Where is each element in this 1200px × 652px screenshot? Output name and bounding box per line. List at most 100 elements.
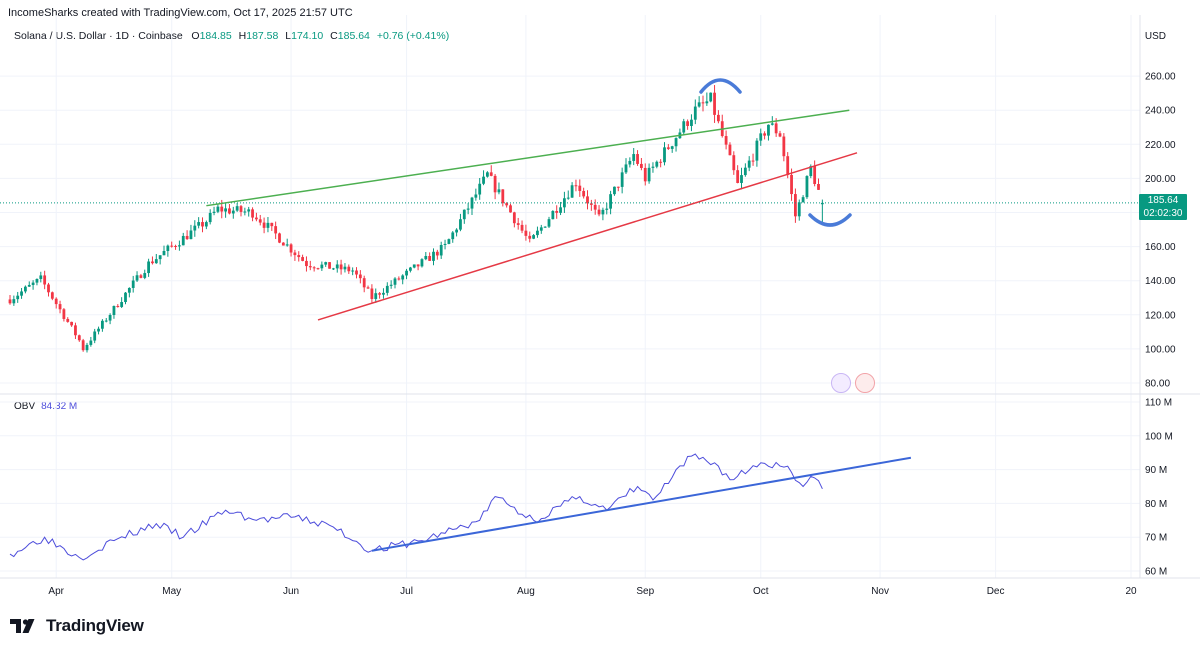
candle-body — [189, 230, 193, 240]
price-tick-label: 100.00 — [1145, 344, 1176, 355]
candle-body — [382, 292, 385, 295]
candle-body — [767, 124, 770, 136]
time-tick-label: May — [162, 586, 181, 597]
candle-body — [666, 147, 670, 149]
candle-body — [528, 235, 532, 239]
candle-body — [478, 183, 482, 195]
obv-tick-label: 60 M — [1145, 567, 1167, 578]
candle-body — [93, 331, 97, 341]
candle-body — [466, 208, 470, 210]
currency-label: USD — [1144, 31, 1166, 42]
candle-body — [374, 293, 378, 299]
time-tick-label: Sep — [636, 586, 654, 597]
candle-body — [740, 175, 743, 183]
candle-body — [486, 172, 489, 177]
candle-body — [628, 160, 632, 165]
candle-body — [393, 278, 397, 285]
time-tick-label: Dec — [987, 586, 1005, 597]
candle-body — [609, 194, 612, 209]
candle-body — [332, 268, 335, 270]
candle-body — [208, 212, 212, 223]
candle-body — [632, 154, 636, 161]
candle-body — [682, 121, 686, 133]
candle-body — [432, 251, 435, 261]
candle-body — [747, 160, 751, 168]
candle-body — [124, 292, 127, 303]
candle-body — [220, 206, 224, 212]
grid — [0, 15, 1200, 579]
price-tick-label: 120.00 — [1145, 310, 1176, 321]
candle-body — [158, 255, 162, 260]
candle-body — [397, 278, 401, 280]
candle-body — [297, 255, 301, 258]
candle-body — [35, 278, 39, 283]
candle-body — [728, 144, 732, 156]
candle-body — [655, 161, 659, 167]
candle-body — [813, 166, 817, 185]
candle-body — [308, 266, 312, 268]
candle-body — [324, 262, 328, 265]
candle-body — [39, 275, 43, 279]
candle-body — [659, 161, 663, 163]
candle-body — [439, 244, 443, 256]
obv-chart — [9, 453, 912, 561]
obv-label: OBV — [14, 401, 36, 412]
candle-body — [743, 167, 747, 176]
close-label: C — [330, 30, 338, 42]
candle-body — [343, 266, 347, 270]
candle-body — [524, 230, 528, 236]
candle-body — [755, 140, 759, 161]
candle-body — [274, 226, 278, 234]
candle-body — [370, 288, 374, 299]
candle-body — [516, 223, 520, 225]
flag-badge-icon[interactable] — [855, 373, 875, 393]
candle-body — [620, 172, 624, 187]
candle-body — [262, 222, 266, 228]
time-tick-label: Apr — [48, 586, 64, 597]
obv-tick-label: 80 M — [1145, 499, 1167, 510]
candle-body — [66, 318, 70, 322]
candle-body — [786, 156, 790, 175]
candle-body — [351, 270, 355, 272]
candle-body — [636, 154, 639, 164]
candle-body — [101, 320, 104, 329]
high-value: 187.58 — [246, 30, 279, 42]
obv-value: 84.32 M — [41, 401, 78, 412]
candle-body — [605, 208, 609, 210]
candle-body — [805, 176, 809, 198]
bar-countdown: 02:02:30 — [1143, 208, 1183, 219]
candle-body — [435, 251, 439, 256]
candle-body — [509, 205, 512, 213]
candle-body — [578, 185, 582, 191]
ideas-badge-icon[interactable] — [831, 373, 851, 393]
candle-body — [235, 206, 239, 211]
candle-body — [193, 225, 197, 231]
obv-trendline — [371, 456, 912, 552]
candle-body — [77, 335, 81, 341]
candle-body — [62, 309, 66, 319]
candle-body — [601, 209, 605, 215]
candle-body — [143, 273, 147, 278]
candle-body — [166, 245, 170, 252]
candle-body — [424, 256, 428, 260]
tradingview-wordmark: TradingView — [46, 616, 144, 635]
candle-body — [782, 136, 786, 157]
candle-body — [493, 175, 497, 193]
candle-body — [462, 209, 466, 220]
candle-body — [50, 292, 54, 299]
tradingview-logo[interactable]: TradingView — [10, 616, 144, 636]
candle-body — [670, 146, 674, 149]
candle-body — [817, 184, 820, 190]
candle-body — [281, 242, 285, 246]
candle-body — [358, 274, 362, 279]
time-tick-label: 20 — [1125, 586, 1137, 597]
candle-body — [759, 133, 763, 141]
tradingview-logo-icon — [10, 619, 35, 633]
candle-body — [713, 92, 716, 115]
obv-tick-label: 100 M — [1145, 431, 1173, 442]
candle-body — [647, 167, 651, 182]
candle-body — [551, 210, 555, 220]
candle-body — [616, 186, 620, 188]
candle-body — [135, 275, 139, 281]
candle-body — [774, 123, 778, 134]
